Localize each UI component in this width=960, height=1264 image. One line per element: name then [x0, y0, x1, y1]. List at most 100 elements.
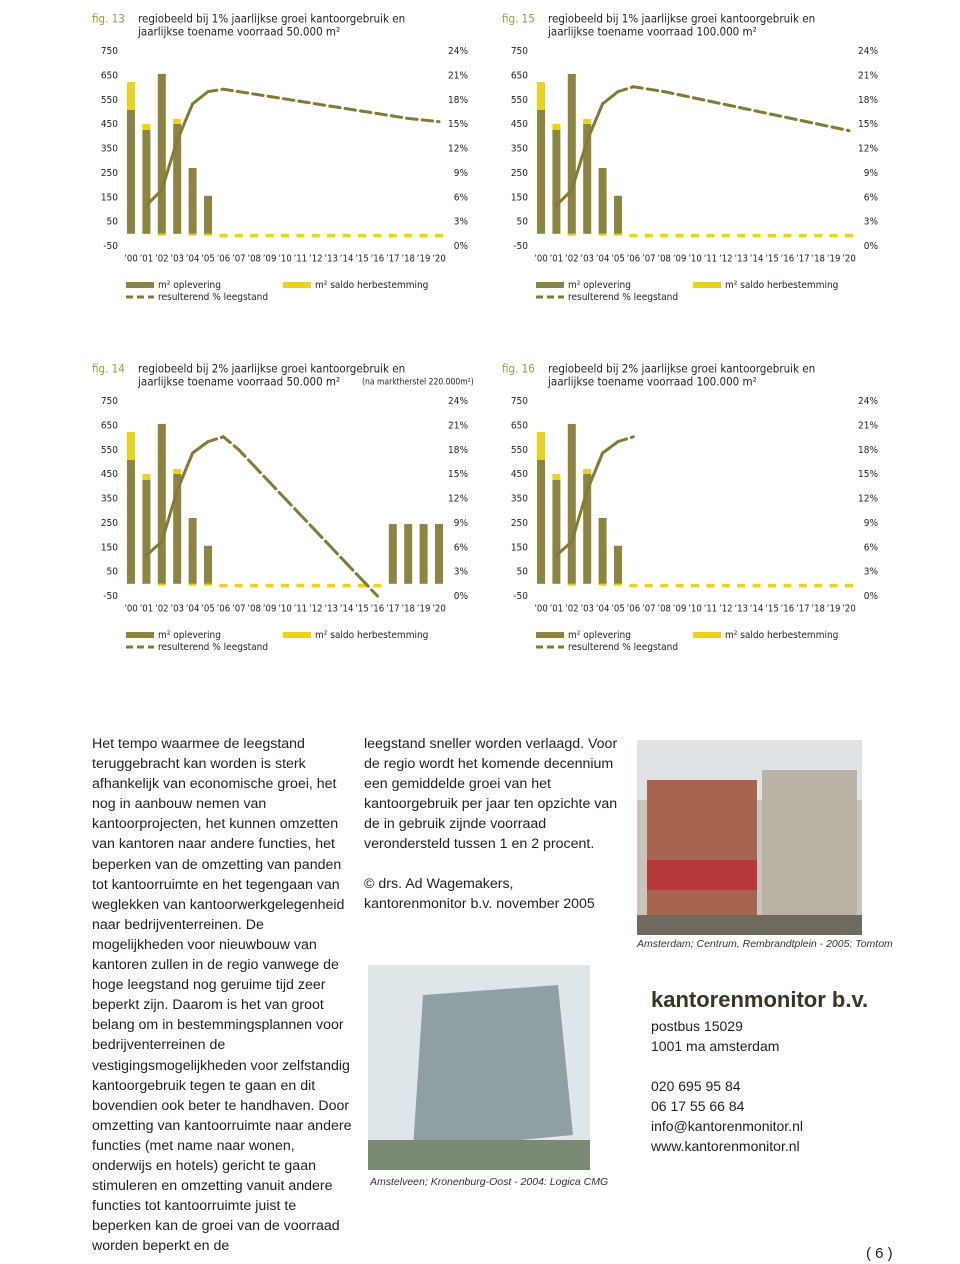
photo — [637, 740, 862, 935]
address: postbus 15029 — [651, 1018, 743, 1034]
line-segment — [160, 138, 179, 192]
line-segment — [360, 109, 379, 116]
photo-caption: Amstelveen; Kronenburg-Oost - 2004: Logi… — [370, 1176, 609, 1188]
bar — [537, 81, 545, 110]
bar — [296, 583, 305, 588]
x-tick-label: ’13 — [324, 604, 338, 615]
bar — [342, 233, 351, 238]
x-tick-label: ’15 — [355, 254, 369, 265]
legend-swatch — [126, 282, 154, 288]
legend-label: m² oplevering — [568, 630, 631, 641]
x-tick-label: ’13 — [734, 604, 748, 615]
bar — [127, 459, 135, 584]
line-segment — [739, 106, 759, 113]
line-segment — [360, 578, 379, 598]
bar — [552, 123, 561, 130]
chart-title: jaarlijkse toename voorraad 50.000 m² — [137, 375, 340, 389]
bar — [157, 423, 166, 584]
x-tick-label: ’12 — [719, 254, 733, 265]
line-segment — [221, 87, 241, 94]
address: 1001 ma amsterdam — [651, 1038, 780, 1054]
x-tick-label: ’07 — [642, 254, 656, 265]
y2-tick-label: 6% — [454, 542, 469, 553]
y-tick-label: 650 — [511, 70, 528, 81]
y-tick-label: 450 — [511, 469, 528, 480]
y-tick-label: 350 — [101, 144, 118, 155]
bar — [204, 233, 212, 236]
legend-swatch — [693, 632, 721, 638]
x-tick-label: ’20 — [842, 604, 856, 615]
x-tick-label: ’02 — [565, 254, 579, 265]
y2-tick-label: 0% — [454, 591, 469, 602]
legend-swatch — [126, 632, 154, 638]
y2-tick-label: 9% — [864, 168, 879, 179]
y-tick-label: 450 — [101, 119, 118, 130]
bar — [583, 119, 592, 124]
x-tick-label: ’01 — [550, 254, 564, 265]
x-tick-label: ’12 — [309, 604, 323, 615]
x-tick-label: ’08 — [657, 604, 671, 615]
line-segment — [283, 497, 302, 517]
x-tick-label: ’08 — [247, 604, 261, 615]
bar — [660, 233, 669, 238]
legend-swatch — [693, 282, 721, 288]
x-tick-label: ’10 — [688, 254, 702, 265]
x-tick-label: ’00 — [534, 254, 548, 265]
y2-tick-label: 21% — [858, 420, 878, 431]
line-segment — [570, 138, 589, 192]
bar — [814, 233, 823, 238]
bar — [281, 233, 289, 238]
y-tick-label: 250 — [511, 168, 528, 179]
line-segment — [252, 92, 272, 98]
bar — [219, 583, 228, 588]
y-tick-label: -50 — [513, 591, 528, 602]
x-tick-label: ’15 — [765, 604, 779, 615]
bar — [598, 583, 607, 586]
bar — [188, 583, 197, 586]
line-segment — [221, 435, 241, 452]
line-segment — [422, 118, 441, 124]
x-tick-label: ’03 — [580, 604, 594, 615]
x-tick-label: ’10 — [688, 604, 702, 615]
legend-label: m² oplevering — [158, 280, 221, 291]
y-tick-label: 350 — [511, 494, 528, 505]
figure-label: fig. 13 — [92, 12, 125, 26]
y2-tick-label: 12% — [448, 144, 468, 155]
bar — [752, 233, 761, 238]
y-tick-label: 750 — [101, 46, 118, 57]
bar — [614, 195, 622, 234]
x-tick-label: ’14 — [340, 254, 354, 265]
y2-tick-label: 0% — [864, 241, 879, 252]
bar — [845, 233, 853, 238]
line-segment — [570, 488, 589, 544]
y2-tick-label: 3% — [454, 567, 469, 578]
x-tick-label: ’10 — [278, 254, 292, 265]
bar — [552, 473, 561, 480]
x-tick-label: ’00 — [534, 604, 548, 615]
y-tick-label: -50 — [513, 241, 528, 252]
x-tick-label: ’06 — [627, 604, 641, 615]
page-number: ( 6 ) — [866, 1245, 893, 1262]
line-segment — [144, 188, 164, 207]
y2-tick-label: 18% — [448, 95, 468, 106]
line-segment — [206, 87, 225, 94]
y2-tick-label: 12% — [858, 144, 878, 155]
bar — [188, 168, 197, 234]
photo-caption: Amsterdam; Centrum, Rembrandtplein - 200… — [637, 938, 893, 950]
bar — [234, 583, 243, 588]
bar — [783, 583, 792, 588]
line-segment — [585, 102, 605, 142]
bar — [142, 129, 151, 234]
y2-tick-label: 9% — [864, 518, 879, 529]
bar — [691, 233, 699, 238]
x-tick-label: ’02 — [155, 254, 169, 265]
x-tick-label: ’18 — [401, 604, 415, 615]
bar — [583, 123, 592, 234]
bar — [644, 233, 653, 238]
bar — [127, 109, 135, 234]
y2-tick-label: 9% — [454, 518, 469, 529]
bar — [537, 109, 545, 234]
bar — [435, 524, 443, 584]
line-segment — [832, 125, 851, 133]
